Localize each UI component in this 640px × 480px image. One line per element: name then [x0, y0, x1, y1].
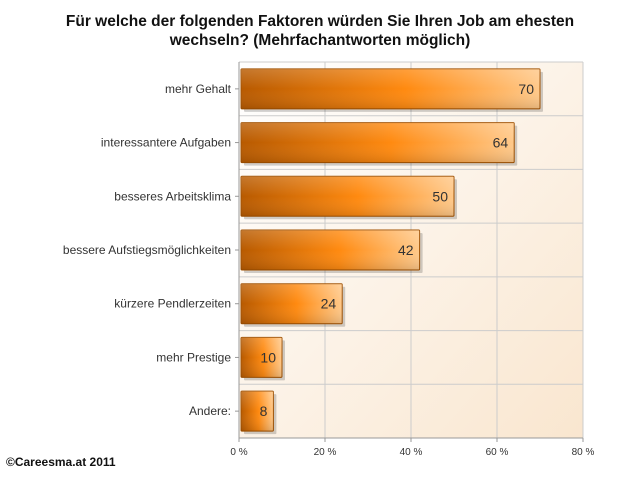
category-label: interessantere Aufgaben [101, 136, 231, 150]
category-label: besseres Arbeitsklima [114, 189, 231, 203]
x-tick-label: 80 % [572, 447, 595, 458]
bar-shine [241, 337, 282, 378]
chart-title-line-2: wechseln? (Mehrfachantworten möglich) [169, 32, 471, 49]
plot-area: mehr Gehalt 70 interessantere Aufgaben 64 be… [63, 61, 595, 458]
value-label: 24 [321, 296, 337, 312]
x-tick-label: 0 % [230, 447, 247, 458]
chart-title-line-1: Für welche der folgenden Faktoren würden… [65, 13, 575, 30]
category-label: bessere Aufstiegsmöglichkeiten [63, 243, 231, 257]
bar-shine [241, 176, 454, 217]
bar-shine [241, 283, 343, 324]
chart-title: Für welche der folgenden Faktoren würden… [40, 12, 600, 50]
category-label: kürzere Pendlerzeiten [114, 297, 231, 311]
value-label: 50 [432, 188, 448, 204]
bar-shine [241, 122, 515, 163]
value-label: 8 [260, 403, 268, 419]
value-label: 64 [493, 135, 509, 151]
bar-shine [241, 391, 274, 432]
x-tick-label: 40 % [400, 447, 423, 458]
category-label: mehr Prestige [156, 350, 231, 364]
bar-shine [241, 230, 420, 270]
copyright-notice: ©Careesma.at 2011 [6, 455, 116, 469]
x-tick-label: 60 % [486, 447, 509, 458]
value-label: 42 [398, 242, 414, 258]
category-label: Andere: [189, 404, 231, 418]
value-label: 70 [518, 81, 534, 97]
category-label: mehr Gehalt [165, 82, 232, 96]
value-label: 10 [260, 349, 276, 365]
x-tick-label: 20 % [314, 447, 337, 458]
bar-shine [241, 68, 540, 109]
